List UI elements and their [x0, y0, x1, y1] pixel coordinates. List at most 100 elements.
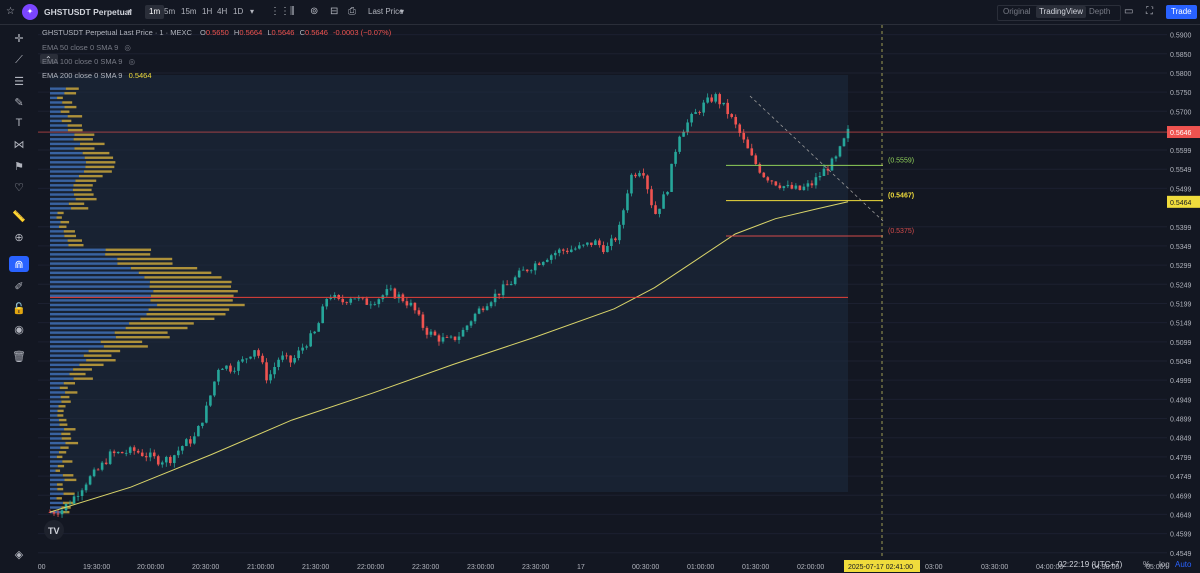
crosshair-icon[interactable]: ✛ [14, 32, 24, 45]
fullscreen-icon[interactable]: ⛶ [1146, 6, 1153, 17]
candle [477, 308, 481, 314]
candles-icon[interactable]: ⫼ [290, 6, 295, 17]
volume-profile-bar [50, 239, 68, 242]
price-tick-label: 0.4749 [1170, 474, 1192, 481]
chevron-down-icon[interactable]: ▾ [250, 7, 255, 16]
eye-off-icon[interactable]: ◎ [124, 43, 131, 52]
candle [610, 238, 613, 246]
volume-profile-bar [62, 101, 73, 104]
volume-profile-bar [50, 487, 58, 491]
volume-profile-bar [153, 289, 238, 293]
eye-icon[interactable]: ◉ [14, 323, 24, 336]
interval-1m[interactable]: 1m [145, 5, 165, 19]
interval-5m[interactable]: 5m [164, 7, 176, 16]
trade-button[interactable]: Trade [1166, 5, 1197, 19]
percent-toggle[interactable]: % [1143, 560, 1151, 569]
chevron-down-icon[interactable]: ▾ [128, 7, 133, 16]
volume-profile-bar [50, 391, 66, 394]
trend-line-icon[interactable]: ⟋ [15, 53, 23, 66]
time-tick-label: 03:00 [925, 564, 943, 571]
chart-pane[interactable]: (0.5559) (0.5467) (0.5375) TV ⌃ GHSTUSDT… [38, 25, 1167, 562]
volume-profile-bar [60, 110, 70, 113]
candle [104, 462, 108, 464]
volume-profile-bar [50, 243, 69, 247]
volume-profile-range [50, 75, 848, 492]
text-icon[interactable]: T [15, 117, 23, 129]
price-tick-label: 0.5700 [1170, 109, 1192, 116]
settings-icon[interactable]: ⋮⋮ [270, 6, 290, 17]
star-icon[interactable]: ☆ [6, 6, 15, 17]
interval-15m[interactable]: 15m [181, 7, 197, 16]
candle [237, 361, 240, 371]
volume-profile-bar [56, 216, 62, 219]
volume-profile-bar [59, 423, 68, 426]
volume-profile-bar [64, 105, 77, 109]
eye-off-icon[interactable]: ◎ [128, 57, 136, 66]
candle [505, 284, 509, 286]
price-chart[interactable]: (0.5559) (0.5467) (0.5375) TV ⌃ [38, 25, 1167, 562]
candle [658, 208, 661, 214]
volume-profile-bar [129, 322, 194, 325]
candle [156, 456, 160, 465]
lock-drawing-icon[interactable]: ✐ [14, 280, 24, 293]
view-original[interactable]: Original [1003, 7, 1031, 16]
view-depth[interactable]: Depth [1089, 7, 1111, 16]
candle [606, 245, 609, 253]
volume-profile-bar [114, 331, 168, 334]
candle [429, 331, 433, 335]
candle [810, 183, 814, 186]
ema100-legend: EMA 100 close 0 SMA 9 ◎ [42, 57, 135, 66]
view-tradingview[interactable]: TradingView [1036, 6, 1087, 18]
fib-icon[interactable]: ☰ [14, 75, 24, 88]
interval-1h[interactable]: 1H [202, 7, 213, 16]
ruler-icon[interactable]: 📏 [12, 210, 26, 223]
price-scale[interactable]: 0.5900 0.5850 0.5800 0.5750 0.5700 0.5599 0.55… [1167, 25, 1200, 562]
volume-profile-bar [61, 119, 72, 123]
price-tick-label: 0.4899 [1170, 417, 1192, 424]
chevron-down-icon[interactable]: ▾ [400, 7, 405, 16]
camera-icon[interactable]: ⎙ [348, 6, 356, 17]
lock-icon[interactable]: 🔓 [12, 302, 26, 315]
candle [582, 244, 585, 246]
candle [189, 439, 192, 444]
auto-toggle[interactable]: Auto [1175, 560, 1192, 569]
symbol-name[interactable]: GHSTUSDT Perpetual [44, 7, 132, 17]
heart-icon[interactable]: ♡ [14, 181, 24, 194]
trash-icon[interactable]: 🗑 [12, 350, 26, 363]
price-tick-label: 0.5349 [1170, 244, 1192, 251]
legend-low: 0.5646 [271, 28, 295, 37]
interval-1d[interactable]: 1D [233, 7, 244, 16]
price-tick-label: 0.4599 [1170, 532, 1192, 539]
indicators-icon[interactable]: ⊚ [310, 6, 319, 17]
volume-profile-bar [50, 289, 154, 293]
volume-profile-bar [115, 336, 170, 339]
candle [742, 132, 746, 140]
volume-profile-bar [56, 455, 63, 459]
prediction-icon[interactable]: ⚑ [14, 160, 24, 173]
collapse-legend-button[interactable] [40, 54, 58, 64]
volume-profile-bar [148, 308, 230, 311]
price-tick-label: 0.4699 [1170, 493, 1192, 500]
volume-profile-bar [84, 170, 112, 173]
candle [654, 205, 657, 214]
time-axis[interactable]: 19:00 19:30:00 20:00:00 20:30:00 21:00:00 21:… [38, 559, 1167, 573]
window-icon[interactable]: ▭ [1124, 6, 1134, 17]
interval-4h[interactable]: 4H [217, 7, 228, 16]
price-type-select[interactable]: Last Price [368, 7, 404, 16]
symbol-legend: GHSTUSDT Perpetual Last Price · 1 · MEXC… [42, 28, 391, 37]
magnet-icon[interactable]: ⋒ [9, 256, 29, 272]
candle [160, 462, 164, 465]
zoom-icon[interactable]: ⊕ [14, 231, 24, 244]
volume-profile-bar [50, 225, 60, 228]
log-toggle[interactable]: log [1159, 560, 1170, 569]
layout-icon[interactable]: ⊟ [330, 6, 339, 17]
candle [806, 183, 810, 187]
brush-icon[interactable]: ✎ [14, 96, 24, 109]
layers-icon[interactable]: ◈ [14, 548, 24, 561]
price-axis[interactable]: 0.5900 0.5850 0.5800 0.5750 0.5700 0.5599 0.55… [1167, 25, 1200, 562]
pattern-icon[interactable]: ⋈ [13, 138, 25, 151]
chevron-up-icon[interactable]: ⌃ [45, 55, 52, 64]
volume-profile-bar [50, 474, 63, 477]
candle [437, 335, 441, 342]
time-tick-label: 20:30:00 [192, 564, 219, 571]
